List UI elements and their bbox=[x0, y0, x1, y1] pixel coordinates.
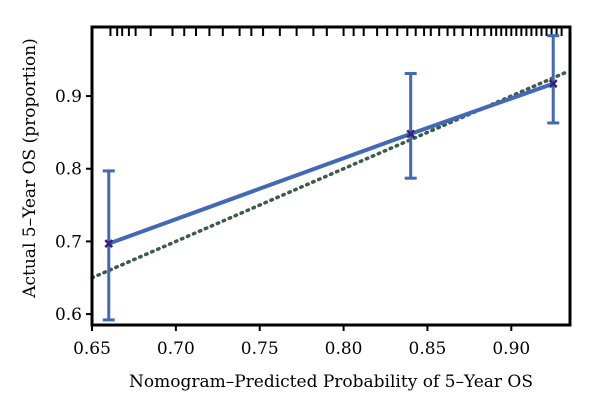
x-tick-label-0: 0.65 bbox=[73, 339, 111, 359]
y-tick-label-0: 0.6 bbox=[55, 305, 82, 325]
x-axis-title: Nomogram–Predicted Probability of 5–Year… bbox=[129, 372, 533, 392]
point-marker-1 bbox=[406, 129, 416, 139]
y-tick-label-2: 0.8 bbox=[55, 160, 82, 180]
y-tick-label-3: 0.9 bbox=[55, 87, 82, 107]
x-axis-ticks: 0.65 0.70 0.75 0.80 0.85 0.90 bbox=[73, 325, 530, 359]
x-tick-label-4: 0.85 bbox=[409, 339, 447, 359]
x-tick-label-3: 0.80 bbox=[325, 339, 363, 359]
point-marker-2 bbox=[548, 79, 558, 89]
y-axis-title: Actual 5–Year OS (proportion) bbox=[20, 38, 40, 299]
x-tick-label-1: 0.70 bbox=[157, 339, 195, 359]
error-bars bbox=[102, 34, 560, 322]
y-axis-ticks: 0.6 0.7 0.8 0.9 bbox=[55, 87, 92, 325]
calibration-line-group bbox=[108, 81, 554, 246]
y-tick-label-1: 0.7 bbox=[55, 232, 82, 252]
point-marker-0 bbox=[104, 239, 114, 248]
point-markers bbox=[104, 79, 558, 248]
plot-frame bbox=[90, 25, 572, 327]
x-tick-label-5: 0.90 bbox=[492, 339, 530, 359]
calibration-line bbox=[108, 81, 554, 246]
x-tick-label-2: 0.75 bbox=[241, 339, 279, 359]
